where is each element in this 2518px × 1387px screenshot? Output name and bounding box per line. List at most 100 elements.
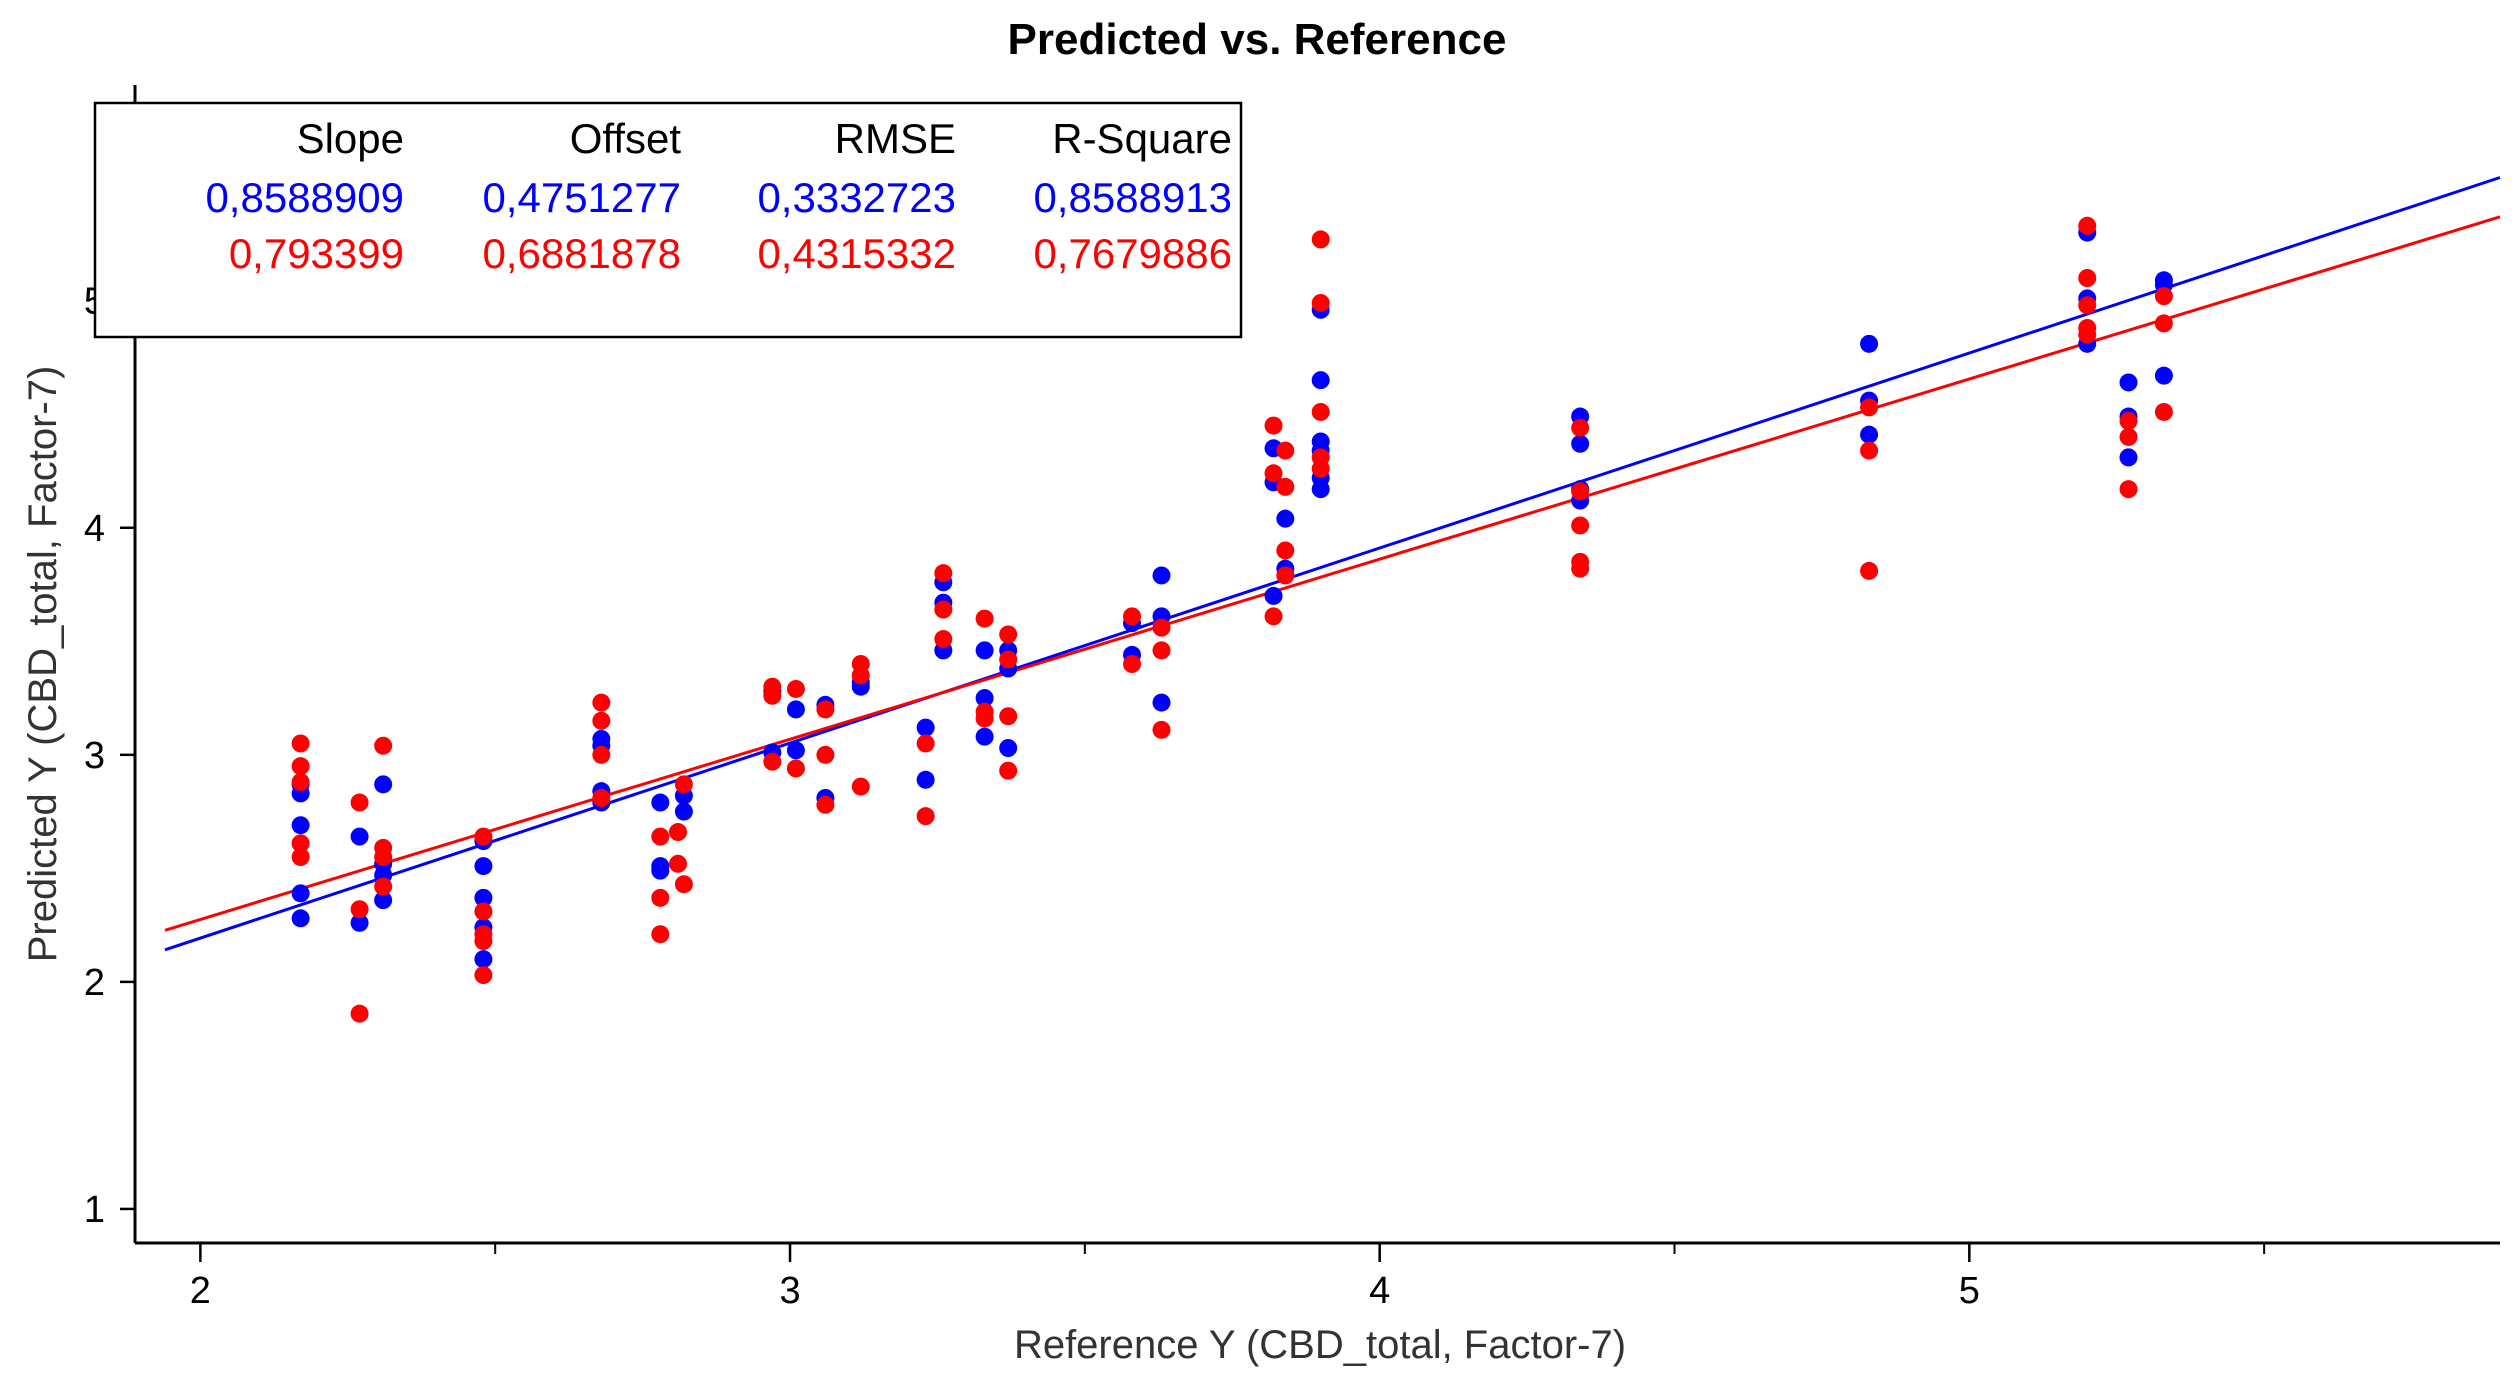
- validation-point: [1264, 416, 1283, 435]
- validation-point: [2154, 314, 2173, 333]
- validation-point: [934, 630, 953, 649]
- calibration-point: [916, 718, 935, 737]
- validation-point: [651, 827, 670, 846]
- legend-blue-offset: 0,4751277: [482, 174, 681, 221]
- legend-red-rmse: 0,4315332: [757, 230, 956, 277]
- legend-table: Slope Offset RMSE R-Square 0,8588909 0,4…: [93, 101, 1243, 339]
- calibration-point: [374, 775, 393, 794]
- calibration-point: [2154, 366, 2173, 385]
- calibration-point: [975, 689, 994, 708]
- validation-point: [651, 888, 670, 907]
- validation-point: [1123, 607, 1142, 626]
- calibration-point: [999, 739, 1018, 758]
- validation-point: [999, 761, 1018, 780]
- validation-point: [1571, 516, 1590, 535]
- validation-point: [763, 686, 782, 705]
- legend-blue-rmse: 0,3332723: [757, 174, 956, 221]
- calibration-point: [1860, 334, 1879, 353]
- legend-box: [93, 101, 1243, 339]
- y-tick-label: 2: [84, 962, 105, 1004]
- data-points: [291, 216, 2173, 1023]
- legend-header-rsquare: R-Square: [1052, 115, 1232, 162]
- validation-point: [2119, 412, 2138, 431]
- chart-title: Predicted vs. Reference: [1008, 15, 1507, 64]
- validation-point: [592, 745, 611, 764]
- calibration-fit-line: [164, 176, 2501, 952]
- validation-point: [999, 650, 1018, 669]
- validation-point: [668, 854, 687, 873]
- calibration-point: [374, 891, 393, 910]
- legend-blue-slope: 0,8588909: [205, 174, 404, 221]
- validation-point: [999, 625, 1018, 644]
- validation-point: [1123, 655, 1142, 673]
- validation-point: [786, 679, 805, 698]
- validation-point: [1152, 618, 1171, 637]
- validation-fit-line: [164, 215, 2501, 932]
- validation-point: [1276, 441, 1295, 460]
- validation-point: [2078, 216, 2097, 235]
- calibration-point: [291, 884, 310, 903]
- validation-point: [1311, 459, 1330, 478]
- validation-point: [350, 793, 369, 812]
- validation-point: [851, 777, 870, 796]
- validation-point: [1311, 293, 1330, 312]
- calibration-point: [786, 700, 805, 719]
- calibration-point: [1152, 566, 1171, 585]
- x-axis-label: Reference Y (CBD_total, Factor-7): [1014, 1323, 1626, 1367]
- validation-point: [1571, 559, 1590, 578]
- validation-point: [1264, 464, 1283, 483]
- y-tick-label: 1: [84, 1189, 105, 1231]
- validation-point: [350, 1004, 369, 1023]
- validation-point: [592, 711, 611, 730]
- y-tick-label: 3: [84, 735, 105, 777]
- calibration-point: [291, 909, 310, 928]
- calibration-point: [1860, 425, 1879, 444]
- validation-point: [674, 775, 693, 794]
- validation-point: [816, 700, 835, 719]
- legend-red-offset: 0,6881878: [482, 230, 681, 277]
- calibration-point: [1311, 371, 1330, 390]
- calibration-point: [975, 641, 994, 660]
- calibration-point: [916, 770, 935, 789]
- calibration-point: [651, 793, 670, 812]
- y-axis-label: Predicted Y (CBD_total, Factor-7): [21, 366, 65, 963]
- validation-point: [592, 693, 611, 712]
- calibration-point: [291, 816, 310, 835]
- legend-header-slope: Slope: [297, 115, 404, 162]
- x-ticks: 2 3 4 5: [190, 1243, 2266, 1312]
- calibration-point: [350, 827, 369, 846]
- calibration-point: [786, 741, 805, 760]
- validation-point: [1276, 566, 1295, 585]
- validation-point: [786, 759, 805, 778]
- calibration-point: [1276, 509, 1295, 528]
- validation-point: [1860, 561, 1879, 580]
- legend-red-rsquare: 0,7679886: [1033, 230, 1232, 277]
- validation-point: [2154, 287, 2173, 306]
- legend-header-rmse: RMSE: [835, 115, 956, 162]
- validation-point: [934, 564, 953, 583]
- validation-point: [374, 877, 393, 896]
- x-tick-label: 2: [190, 1270, 211, 1312]
- validation-point: [668, 823, 687, 842]
- legend-red-slope: 0,793399: [229, 230, 404, 277]
- validation-point: [1276, 477, 1295, 496]
- validation-point: [2154, 402, 2173, 421]
- validation-point: [474, 966, 493, 985]
- validation-point: [1860, 398, 1879, 417]
- calibration-point: [674, 802, 693, 821]
- validation-point: [674, 875, 693, 894]
- calibration-point: [975, 727, 994, 746]
- validation-point: [291, 848, 310, 866]
- validation-point: [374, 848, 393, 866]
- validation-point: [474, 902, 493, 921]
- calibration-point: [474, 857, 493, 876]
- calibration-point: [474, 888, 493, 907]
- validation-point: [763, 752, 782, 771]
- calibration-point: [350, 913, 369, 932]
- validation-point: [2078, 325, 2097, 344]
- validation-point: [291, 757, 310, 776]
- legend-header-offset: Offset: [570, 115, 682, 162]
- calibration-point: [1311, 480, 1330, 499]
- calibration-point: [2119, 448, 2138, 467]
